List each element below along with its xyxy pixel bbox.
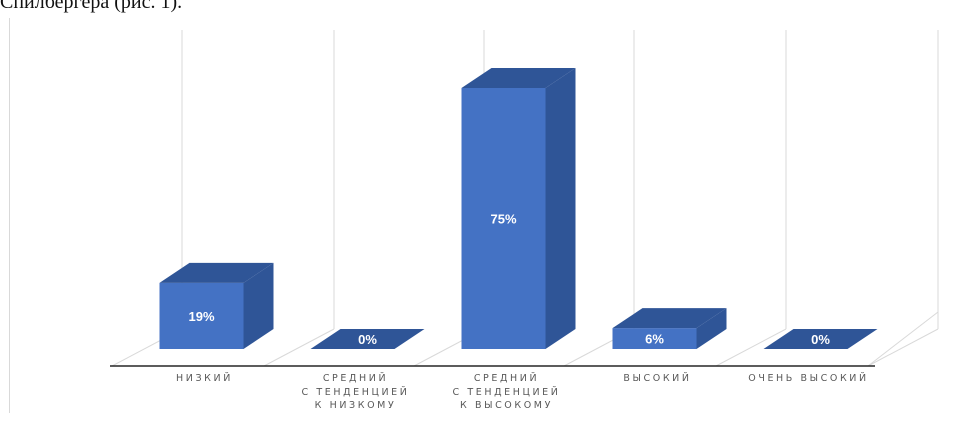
bar-side — [696, 308, 727, 349]
data-label: 6% — [645, 332, 664, 347]
category-label-line: СРЕДНИЙ — [322, 373, 389, 384]
category-label-line: НИЗКИЙ — [176, 373, 233, 384]
category-label-line: К ВЫСОКОМУ — [460, 400, 553, 411]
category-label-line: С ТЕНДЕНЦИЕЙ — [301, 386, 410, 398]
category-label: ВЫСОКИЙ — [583, 372, 733, 386]
category-label: ОЧЕНЬ ВЫСОКИЙ — [734, 372, 884, 386]
bar-flat — [763, 329, 878, 349]
category-label: СРЕДНИЙ С ТЕНДЕНЦИЕЙ К НИЗКОМУ — [281, 372, 431, 413]
floor-gridline — [263, 328, 335, 367]
category-label-line: ВЫСОКИЙ — [623, 373, 692, 384]
data-label: 0% — [811, 332, 830, 347]
bar-side — [545, 68, 576, 349]
category-label: НИЗКИЙ — [130, 372, 280, 386]
floor-gridline — [867, 311, 939, 367]
category-label-line: С ТЕНДЕНЦИЕЙ — [452, 386, 561, 398]
chart-frame-rule — [9, 18, 10, 413]
data-label: 0% — [358, 332, 377, 347]
bar-front — [612, 328, 697, 349]
category-label-line: ОЧЕНЬ ВЫСОКИЙ — [748, 373, 869, 384]
bar-flat — [310, 329, 425, 349]
caption-text: Спилбергера (рис. 1). — [0, 0, 183, 13]
floor-gridline — [867, 328, 939, 367]
bar-top — [612, 308, 727, 329]
data-label: 19% — [188, 309, 214, 324]
category-label-line: К НИЗКОМУ — [314, 400, 397, 411]
category-label-line: СРЕДНИЙ — [473, 373, 540, 384]
bar-side — [243, 262, 274, 349]
bar-front — [461, 88, 546, 349]
category-label: СРЕДНИЙ С ТЕНДЕНЦИЕЙ К ВЫСОКОМУ — [432, 372, 582, 413]
data-label: 75% — [490, 212, 516, 227]
bar-top — [461, 68, 576, 88]
bar-front — [159, 282, 244, 349]
floor-gridline — [715, 328, 787, 367]
bar-top — [159, 262, 274, 283]
